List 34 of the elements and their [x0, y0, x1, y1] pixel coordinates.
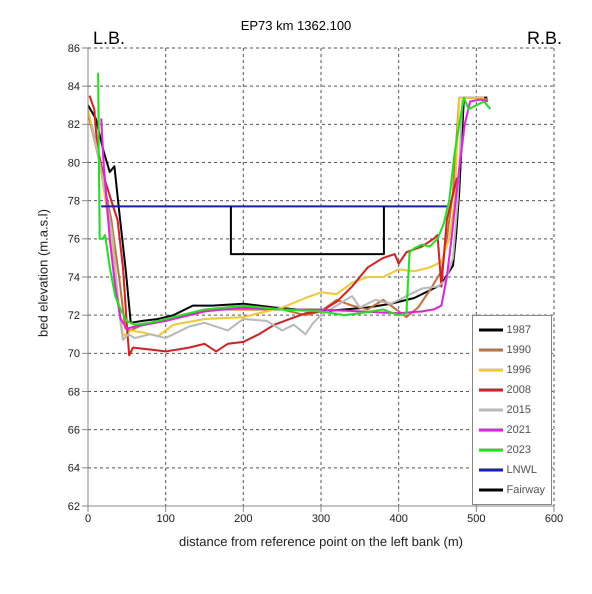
x-axis-title: distance from reference point on the left bank (m) [179, 534, 463, 549]
x-tick-label: 200 [234, 512, 253, 525]
legend-label: Fairway [506, 484, 545, 496]
y-tick-label: 76 [68, 234, 80, 246]
y-tick-label: 68 [68, 386, 80, 398]
legend-label: 1987 [506, 324, 531, 336]
y-tick-label: 78 [68, 196, 80, 208]
x-tick-label: 500 [467, 512, 486, 525]
y-tick-label: 64 [68, 462, 80, 475]
legend-label: 1996 [506, 364, 531, 376]
legend-label: LNWL [506, 464, 538, 476]
y-tick-label: 80 [68, 157, 80, 170]
x-tick-label: 400 [389, 512, 408, 525]
y-tick-label: 62 [68, 500, 80, 513]
x-tick-label: 0 [84, 512, 92, 525]
chart-title: EP73 km 1362.100 [240, 18, 352, 33]
y-tick-label: 70 [68, 348, 80, 360]
y-tick-label: 72 [68, 310, 80, 322]
y-tick-label: 84 [68, 81, 80, 94]
x-tick-label: 300 [312, 512, 330, 525]
legend-label: 2008 [506, 384, 531, 396]
y-axis-title: bed elevation (m.a.s.l) [36, 209, 51, 337]
legend-label: 2023 [506, 444, 531, 456]
legend-label: 2015 [506, 404, 531, 416]
y-tick-label: 74 [68, 272, 80, 284]
annotation: R.B. [526, 28, 562, 49]
y-tick-label: 86 [68, 42, 80, 55]
legend-label: 1990 [506, 344, 531, 356]
legend-label: 2021 [506, 424, 531, 436]
x-tick-label: 100 [156, 512, 175, 525]
annotation: L.B. [93, 28, 126, 49]
y-tick-label: 66 [68, 424, 80, 437]
x-tick-label: 600 [544, 512, 564, 525]
y-tick-label: 82 [68, 119, 80, 132]
